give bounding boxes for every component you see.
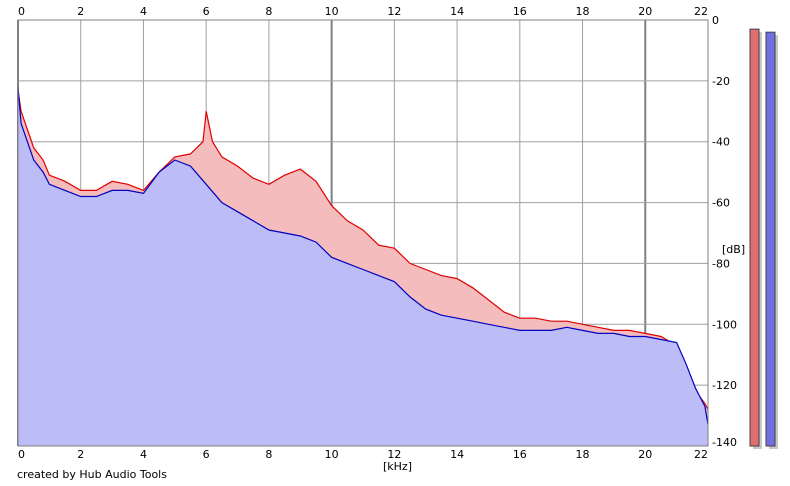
y-tick-label: -80 <box>712 257 730 270</box>
x-tick-label-top: 8 <box>265 5 272 18</box>
x-tick-label-bottom: 2 <box>77 448 84 461</box>
x-tick-label-top: 4 <box>140 5 147 18</box>
x-tick-label-top: 12 <box>387 5 401 18</box>
y-tick-label: -40 <box>712 136 730 149</box>
x-tick-label-bottom: 10 <box>325 448 339 461</box>
level-meters <box>749 28 778 450</box>
x-tick-label-top: 22 <box>694 5 708 18</box>
x-tick-label-bottom: 4 <box>140 448 147 461</box>
y-tick-label: -100 <box>712 318 737 331</box>
x-tick-label-top: 0 <box>18 5 25 18</box>
y-tick-label: -140 <box>712 436 737 449</box>
blue-series-line <box>17 86 709 425</box>
x-tick-label-top: 14 <box>450 5 464 18</box>
axes: 002244668810101212141416161818202022220-… <box>18 5 737 461</box>
series-layer <box>17 86 709 447</box>
x-tick-label-bottom: 12 <box>387 448 401 461</box>
x-tick-label-bottom: 20 <box>638 448 652 461</box>
x-tick-label-bottom: 18 <box>576 448 590 461</box>
x-tick-label-top: 18 <box>576 5 590 18</box>
red-level-meter <box>749 28 760 447</box>
x-tick-label-top: 2 <box>77 5 84 18</box>
y-axis-label: [dB] <box>722 243 745 256</box>
x-tick-label-bottom: 14 <box>450 448 464 461</box>
x-tick-label-bottom: 22 <box>694 448 708 461</box>
blue-level-meter <box>765 31 776 447</box>
red-series-line <box>17 89 709 410</box>
x-tick-label-bottom: 6 <box>203 448 210 461</box>
x-axis-label: [kHz] <box>383 460 412 473</box>
x-tick-label-bottom: 16 <box>513 448 527 461</box>
blue-series-area <box>18 86 708 447</box>
y-tick-label: 0 <box>712 14 719 27</box>
x-tick-label-top: 20 <box>638 5 652 18</box>
x-tick-label-top: 10 <box>325 5 339 18</box>
x-tick-label-bottom: 0 <box>18 448 25 461</box>
y-tick-label: -120 <box>712 379 737 392</box>
x-tick-label-top: 16 <box>513 5 527 18</box>
y-tick-label: -60 <box>712 197 730 210</box>
x-tick-label-top: 6 <box>203 5 210 18</box>
credit-text: created by Hub Audio Tools <box>17 468 167 481</box>
y-tick-label: -20 <box>712 75 730 88</box>
x-tick-label-bottom: 8 <box>265 448 272 461</box>
plot-frame <box>17 19 709 447</box>
